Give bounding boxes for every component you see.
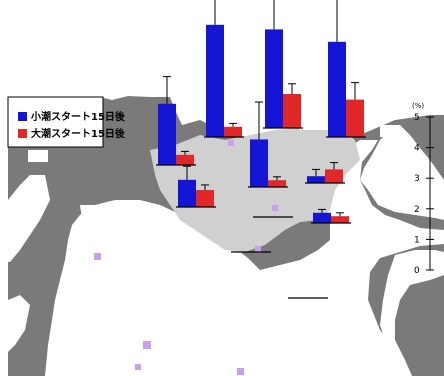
station-bar-group — [263, 0, 303, 129]
bar-red — [325, 169, 343, 183]
study-area-layer — [150, 125, 360, 252]
sea-layer — [8, 125, 444, 376]
axis-tick-label: 1 — [414, 235, 420, 245]
station-bar-group — [204, 0, 244, 138]
bar-red — [196, 190, 214, 207]
bar-blue — [307, 176, 325, 183]
bar-blue — [250, 139, 268, 187]
axis-tick-label: 0 — [414, 266, 420, 276]
axis-tick-label: 4 — [414, 144, 420, 154]
site-markers — [94, 140, 278, 375]
bar-blue — [265, 29, 283, 128]
bar-red — [331, 216, 349, 223]
bar-blue — [328, 41, 346, 137]
station-bar-group — [248, 101, 288, 188]
bar-red — [283, 94, 301, 128]
bar-red — [224, 126, 242, 137]
axis-tick-label: 2 — [414, 205, 420, 215]
percent-axis: (%) 5 4 3 2 1 0 — [412, 102, 434, 276]
legend-frame — [7, 96, 104, 148]
legend-swatch-blue — [18, 112, 27, 121]
axis-tick-label: 3 — [414, 174, 420, 184]
legend: 小潮スタート15日後 大潮スタート15日後 — [7, 96, 126, 148]
axis-unit-label: (%) — [412, 102, 424, 110]
legend-label-red: 大潮スタート15日後 — [31, 127, 126, 140]
bar-blue — [158, 103, 176, 165]
station-bar-group — [176, 165, 216, 208]
legend-swatch-red — [18, 129, 27, 138]
bar-blue — [178, 179, 196, 207]
axis-tick-label: 5 — [414, 113, 420, 123]
bar-red — [346, 99, 364, 137]
legend-label-blue: 小潮スタート15日後 — [30, 110, 126, 123]
bar-blue — [313, 212, 331, 223]
bar-groups — [156, 0, 366, 299]
bar-blue — [206, 24, 224, 137]
station-bar-group — [311, 208, 351, 224]
bar-red — [176, 154, 194, 165]
station-bar-group — [156, 76, 196, 166]
station-bar-group — [305, 162, 345, 184]
station-bar-group — [326, 0, 366, 138]
bar-red — [268, 180, 286, 187]
